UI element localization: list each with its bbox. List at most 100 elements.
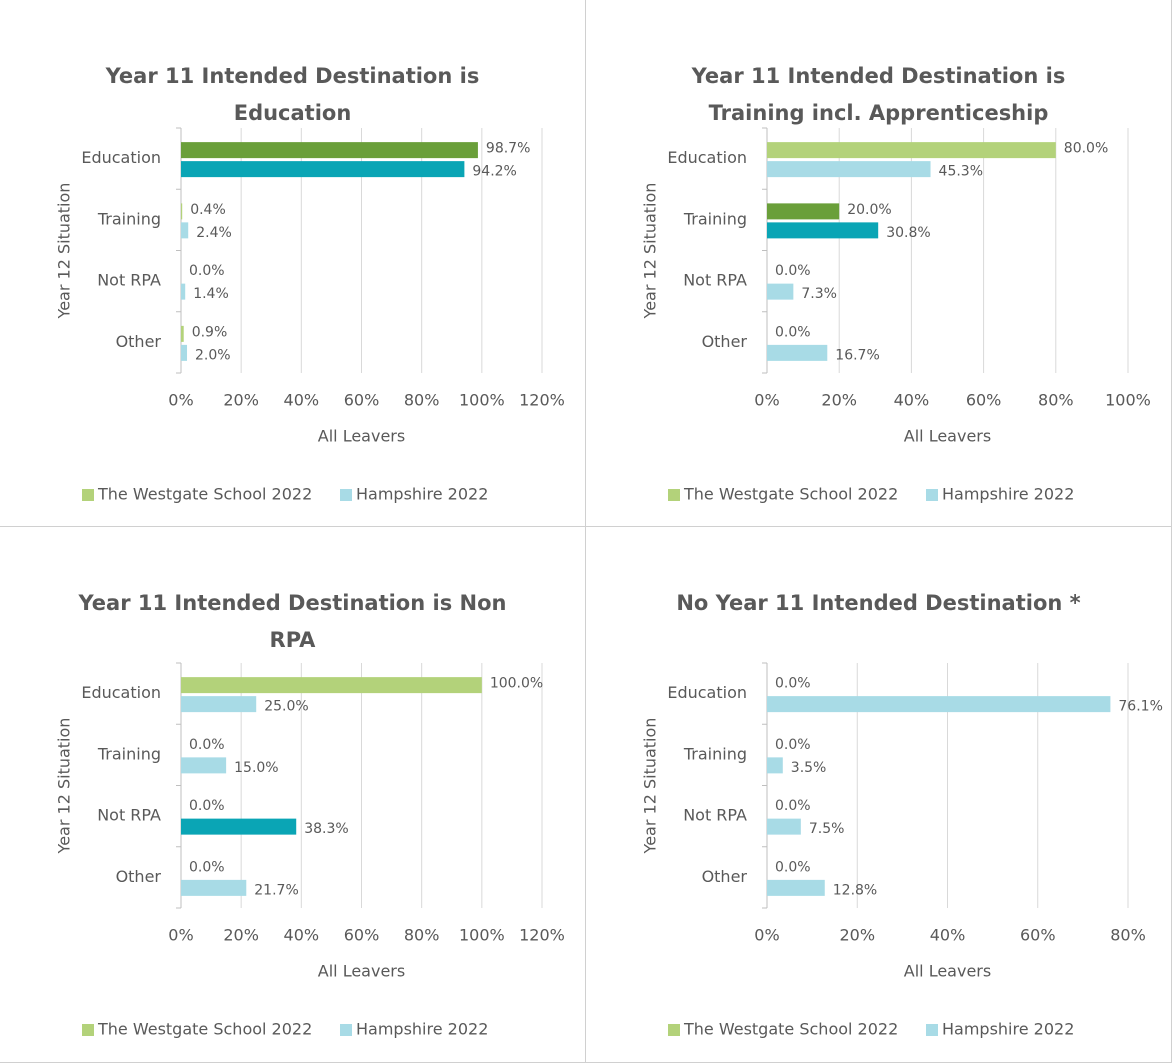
bar xyxy=(181,757,227,774)
value-label: 80.0% xyxy=(1064,141,1108,157)
x-tick-label: 40% xyxy=(930,926,966,945)
x-tick-label: 100% xyxy=(459,391,505,410)
legend-swatch xyxy=(82,1024,94,1036)
value-label: 38.3% xyxy=(304,821,348,837)
x-tick-label: 60% xyxy=(1020,926,1056,945)
chart-title: Year 11 Intended Destination is Educatio… xyxy=(105,64,480,125)
value-label: 0.4% xyxy=(190,202,226,218)
y-axis-title: Year 12 Situation xyxy=(55,183,74,320)
value-label: 16.7% xyxy=(835,347,879,363)
x-tick-label: 60% xyxy=(966,391,1002,410)
value-label: 45.3% xyxy=(939,164,983,180)
x-tick-label: 40% xyxy=(894,391,930,410)
x-tick-label: 0% xyxy=(754,391,779,410)
x-tick-label: 0% xyxy=(168,926,193,945)
y-tick-label: Training xyxy=(683,744,747,763)
chart-title: Year 11 Intended Destination is Training… xyxy=(691,64,1066,125)
bar xyxy=(767,344,828,361)
legend-label: Hampshire 2022 xyxy=(356,485,488,504)
chart: 0% 20% 40% 60% 80% 100% 120% Education 98.7% 94.2… xyxy=(55,127,565,504)
value-label: 3.5% xyxy=(791,760,827,776)
x-tick-label: 100% xyxy=(1105,391,1151,410)
value-label: 15.0% xyxy=(234,760,278,776)
chart: 0% 20% 40% 60% 80% Education 0.0% 76.1% Training… xyxy=(641,662,1163,1039)
legend-label: Hampshire 2022 xyxy=(356,1020,488,1039)
chart-title: No Year 11 Intended Destination * xyxy=(676,591,1081,615)
bar xyxy=(181,161,465,178)
x-tick-label: 40% xyxy=(284,391,320,410)
chart-panel: Year 11 Intended Destination is Non RPA 0… xyxy=(0,527,586,1063)
value-label: 1.4% xyxy=(193,286,229,302)
value-label: 94.2% xyxy=(472,164,516,180)
chart: 0% 20% 40% 60% 80% 100% 120% Education 100.0% 25.… xyxy=(55,662,565,1039)
value-label: 0.0% xyxy=(189,737,225,753)
y-tick-label: Other xyxy=(116,332,162,351)
x-tick-label: 0% xyxy=(754,926,779,945)
legend-label: The Westgate School 2022 xyxy=(683,485,898,504)
bar xyxy=(181,203,183,220)
x-tick-label: 20% xyxy=(223,391,259,410)
bar xyxy=(181,344,188,361)
chart-panel: Year 11 Intended Destination is Training… xyxy=(586,0,1172,527)
x-tick-label: 20% xyxy=(223,926,259,945)
x-tick-label: 60% xyxy=(344,926,380,945)
value-label: 98.7% xyxy=(486,141,530,157)
value-label: 76.1% xyxy=(1118,699,1162,715)
x-tick-label: 80% xyxy=(1110,926,1146,945)
value-label: 0.0% xyxy=(775,324,811,340)
bar xyxy=(767,818,801,835)
y-axis-title: Year 12 Situation xyxy=(641,183,660,320)
bar xyxy=(181,325,184,342)
x-tick-label: 120% xyxy=(519,926,565,945)
legend-swatch xyxy=(668,489,680,501)
x-axis-title: All Leavers xyxy=(904,962,991,981)
value-label: 21.7% xyxy=(254,882,298,898)
chart-panel: No Year 11 Intended Destination * 0% 20% 40… xyxy=(586,527,1172,1063)
y-tick-label: Training xyxy=(97,744,161,763)
x-axis-title: All Leavers xyxy=(904,427,991,446)
value-label: 25.0% xyxy=(264,699,308,715)
y-tick-label: Other xyxy=(116,867,162,886)
value-label: 2.0% xyxy=(195,347,231,363)
bar xyxy=(181,677,482,694)
y-tick-label: Education xyxy=(81,148,161,167)
value-label: 12.8% xyxy=(833,882,877,898)
bar xyxy=(181,696,257,713)
x-tick-label: 100% xyxy=(459,926,505,945)
value-label: 0.0% xyxy=(189,798,225,814)
chart-title: Year 11 Intended Destination is Non RPA xyxy=(78,591,507,652)
x-tick-label: 120% xyxy=(519,391,565,410)
y-axis-title: Year 12 Situation xyxy=(641,718,660,855)
y-tick-label: Education xyxy=(81,683,161,702)
legend-label: The Westgate School 2022 xyxy=(683,1020,898,1039)
chart-panel: Year 11 Intended Destination is Educatio… xyxy=(0,0,586,527)
y-tick-label: Training xyxy=(683,209,747,228)
x-tick-label: 60% xyxy=(344,391,380,410)
y-tick-label: Training xyxy=(97,209,161,228)
y-tick-label: Education xyxy=(667,148,747,167)
value-label: 30.8% xyxy=(886,225,930,241)
y-tick-label: Not RPA xyxy=(683,806,747,825)
x-tick-label: 80% xyxy=(404,391,440,410)
value-label: 0.0% xyxy=(189,263,225,279)
value-label: 7.3% xyxy=(801,286,837,302)
x-tick-label: 0% xyxy=(168,391,193,410)
legend-swatch xyxy=(668,1024,680,1036)
bar xyxy=(767,142,1056,159)
bar xyxy=(767,222,879,239)
value-label: 0.9% xyxy=(192,324,228,340)
y-tick-label: Other xyxy=(702,332,748,351)
bar xyxy=(767,696,1111,713)
x-tick-label: 40% xyxy=(284,926,320,945)
legend-label: The Westgate School 2022 xyxy=(97,1020,312,1039)
value-label: 0.0% xyxy=(775,263,811,279)
y-tick-label: Not RPA xyxy=(97,271,161,290)
bar xyxy=(181,879,247,896)
y-tick-label: Education xyxy=(667,683,747,702)
bar xyxy=(181,142,478,159)
legend-swatch xyxy=(340,1024,352,1036)
x-tick-label: 80% xyxy=(404,926,440,945)
legend-label: The Westgate School 2022 xyxy=(97,485,312,504)
bar xyxy=(767,757,783,774)
